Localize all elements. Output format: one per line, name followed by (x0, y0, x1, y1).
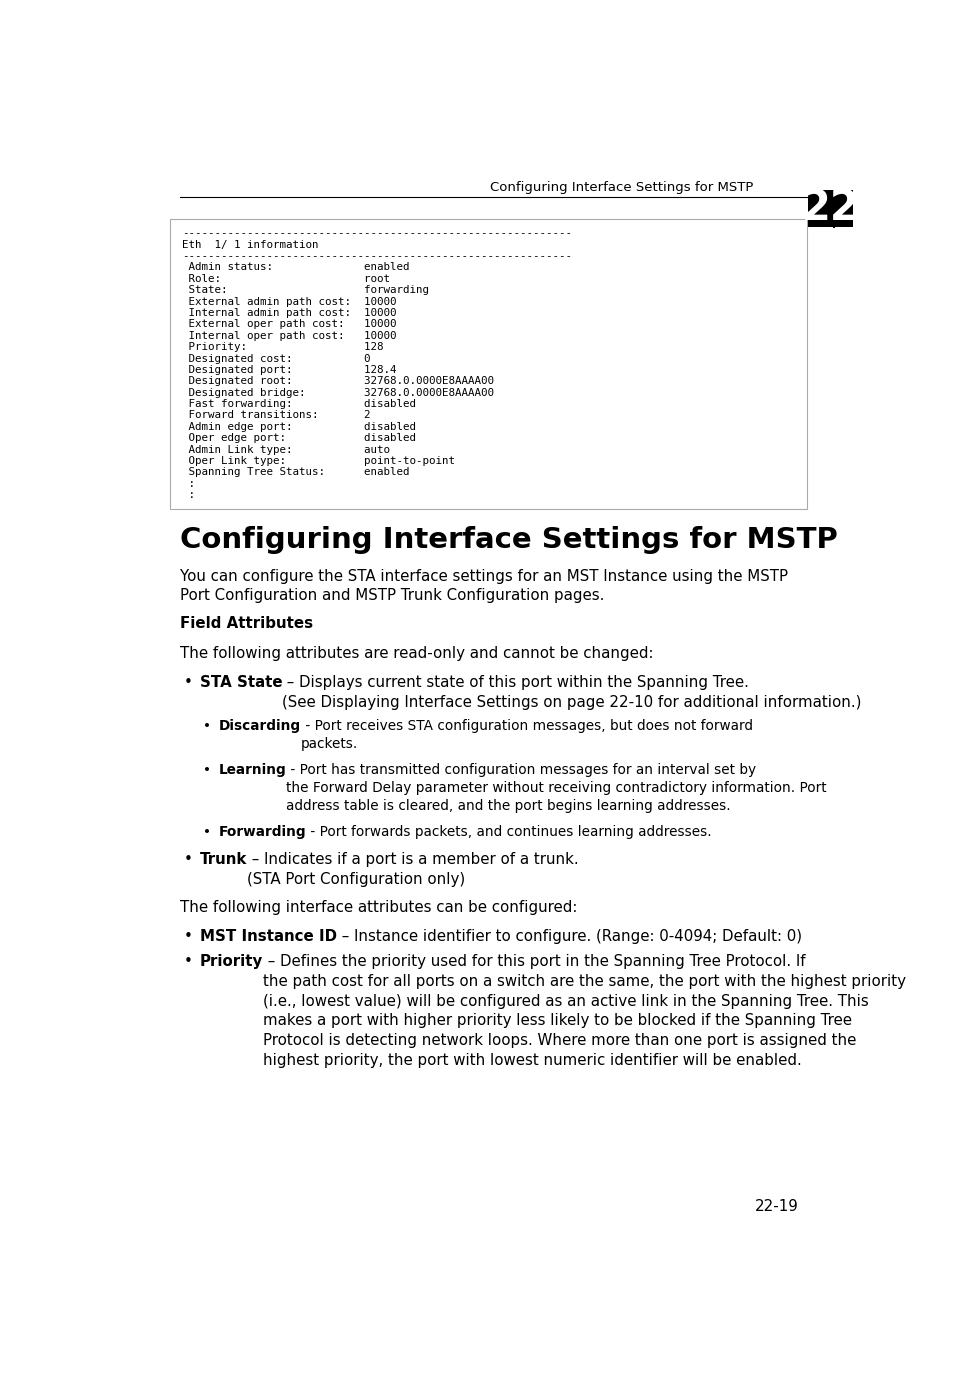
Text: External admin path cost:  10000: External admin path cost: 10000 (182, 297, 396, 307)
Text: Oper Link type:            point-to-point: Oper Link type: point-to-point (182, 457, 455, 466)
Text: •: • (183, 852, 193, 868)
Text: - Port forwards packets, and continues learning addresses.: - Port forwards packets, and continues l… (306, 826, 711, 840)
Text: The following attributes are read-only and cannot be changed:: The following attributes are read-only a… (179, 645, 653, 661)
Text: Designated port:           128.4: Designated port: 128.4 (182, 365, 396, 375)
Text: External oper path cost:   10000: External oper path cost: 10000 (182, 319, 396, 329)
Text: Forwarding: Forwarding (218, 826, 306, 840)
Text: 22-19: 22-19 (754, 1199, 798, 1213)
Text: Priority: Priority (199, 954, 263, 969)
Text: Learning: Learning (218, 762, 286, 777)
Text: Designated cost:           0: Designated cost: 0 (182, 354, 370, 364)
Text: The following interface attributes can be configured:: The following interface attributes can b… (179, 899, 577, 915)
Text: Fast forwarding:           disabled: Fast forwarding: disabled (182, 400, 416, 409)
Text: – Indicates if a port is a member of a trunk.
(STA Port Configuration only): – Indicates if a port is a member of a t… (247, 852, 578, 887)
Text: Configuring Interface Settings for MSTP: Configuring Interface Settings for MSTP (179, 526, 837, 554)
Text: Role:                      root: Role: root (182, 273, 390, 283)
Text: – Instance identifier to configure. (Range: 0-4094; Default: 0): – Instance identifier to configure. (Ran… (336, 929, 801, 944)
Text: Designated root:           32768.0.0000E8AAAA00: Designated root: 32768.0.0000E8AAAA00 (182, 376, 494, 386)
Text: Admin status:              enabled: Admin status: enabled (182, 262, 409, 272)
Text: – Defines the priority used for this port in the Spanning Tree Protocol. If
the : – Defines the priority used for this por… (263, 954, 905, 1067)
Text: Priority:                  128: Priority: 128 (182, 341, 383, 353)
Text: Admin Link type:           auto: Admin Link type: auto (182, 444, 390, 455)
Text: - Port has transmitted configuration messages for an interval set by
the Forward: - Port has transmitted configuration mes… (286, 762, 826, 813)
Text: – Displays current state of this port within the Spanning Tree.
(See Displaying : – Displays current state of this port wi… (282, 675, 862, 709)
Text: •: • (203, 826, 211, 840)
Text: •: • (203, 719, 211, 733)
Text: ------------------------------------------------------------: ----------------------------------------… (182, 228, 572, 239)
FancyBboxPatch shape (807, 190, 852, 226)
FancyBboxPatch shape (171, 219, 806, 509)
Text: Oper edge port:            disabled: Oper edge port: disabled (182, 433, 416, 443)
Text: Internal oper path cost:   10000: Internal oper path cost: 10000 (182, 330, 396, 340)
Text: Eth  1/ 1 information: Eth 1/ 1 information (182, 240, 318, 250)
Text: Forward transitions:       2: Forward transitions: 2 (182, 411, 370, 421)
Text: - Port receives STA configuration messages, but does not forward
packets.: - Port receives STA configuration messag… (300, 719, 752, 751)
Text: Designated bridge:         32768.0.0000E8AAAA00: Designated bridge: 32768.0.0000E8AAAA00 (182, 387, 494, 398)
Text: •: • (183, 929, 193, 944)
Text: •: • (183, 675, 193, 690)
Text: You can configure the STA interface settings for an MST Instance using the MSTP
: You can configure the STA interface sett… (179, 569, 787, 604)
Text: Internal admin path cost:  10000: Internal admin path cost: 10000 (182, 308, 396, 318)
Text: :: : (182, 490, 194, 500)
Text: Field Attributes: Field Attributes (179, 616, 313, 632)
Text: Trunk: Trunk (199, 852, 247, 868)
Text: :: : (182, 479, 194, 489)
Text: •: • (203, 762, 211, 777)
Text: State:                     forwarding: State: forwarding (182, 285, 429, 296)
Text: MST Instance ID: MST Instance ID (199, 929, 336, 944)
Text: Discarding: Discarding (218, 719, 300, 733)
Text: ------------------------------------------------------------: ----------------------------------------… (182, 251, 572, 261)
Text: Configuring Interface Settings for MSTP: Configuring Interface Settings for MSTP (489, 180, 753, 193)
Text: STA State: STA State (199, 675, 282, 690)
Text: 22: 22 (801, 187, 859, 229)
Text: •: • (183, 954, 193, 969)
Text: Admin edge port:           disabled: Admin edge port: disabled (182, 422, 416, 432)
Text: Spanning Tree Status:      enabled: Spanning Tree Status: enabled (182, 468, 409, 477)
